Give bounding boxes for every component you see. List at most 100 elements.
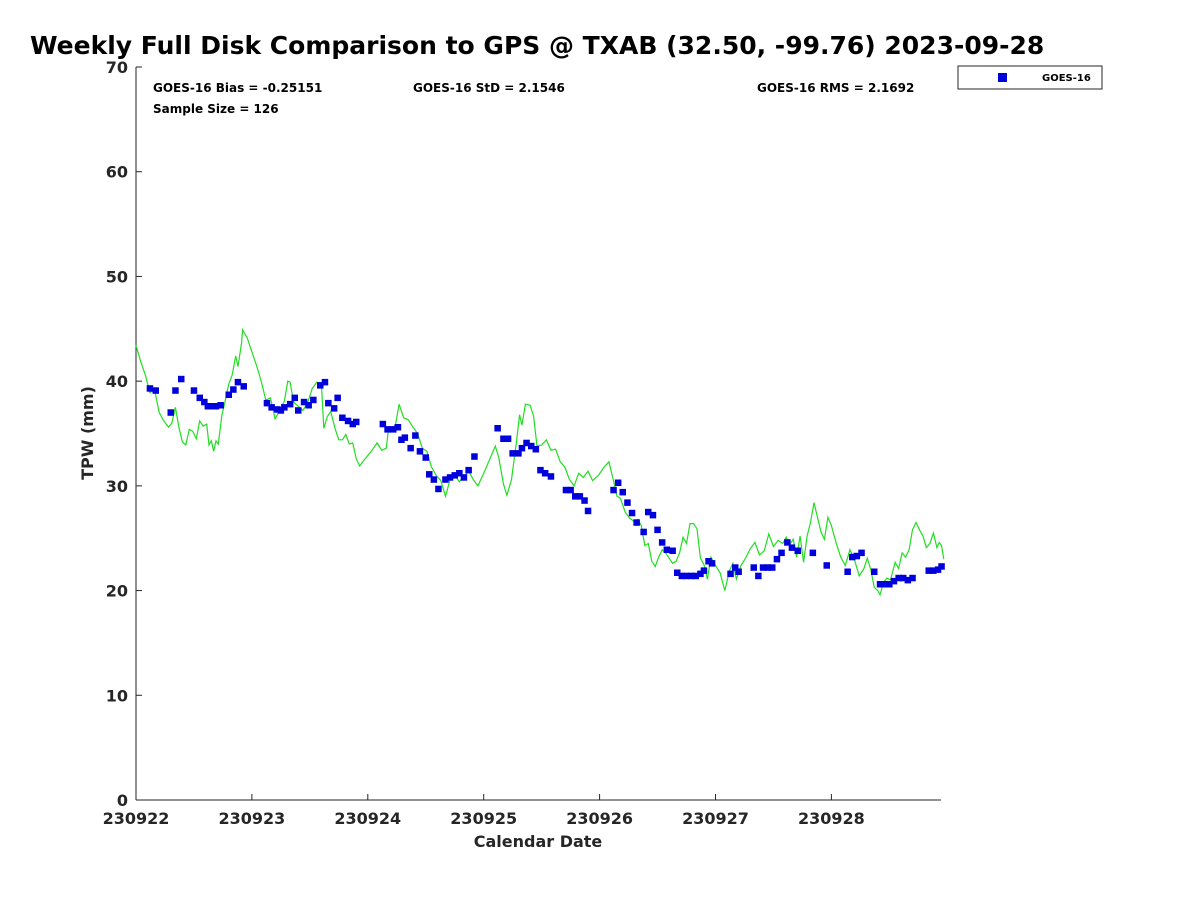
goes16-point xyxy=(727,570,734,578)
goes16-point xyxy=(442,476,449,483)
goes16-point xyxy=(640,528,647,536)
goes16-point xyxy=(581,497,588,504)
std-stat: GOES-16 StD = 2.1546 xyxy=(413,81,565,95)
goes16-point xyxy=(471,453,478,460)
goes16-point xyxy=(925,567,932,574)
goes16-point xyxy=(769,564,776,571)
goes16-point xyxy=(663,546,671,553)
goes16-point xyxy=(649,511,657,519)
gps-line xyxy=(135,327,945,597)
goes16-point xyxy=(697,570,704,578)
goes16-point xyxy=(209,403,216,410)
chart-title: Weekly Full Disk Comparison to GPS @ TXA… xyxy=(30,31,1044,60)
legend-box xyxy=(957,65,1103,90)
goes16-point xyxy=(286,400,294,408)
x-tick-label: 230925 xyxy=(450,809,517,828)
goes16-point xyxy=(435,485,442,493)
goes16-point xyxy=(172,387,179,394)
y-axis-label: TPW (mm) xyxy=(78,386,97,480)
goes16-point xyxy=(515,450,522,457)
goes16-point xyxy=(263,399,271,407)
y-tick-label: 70 xyxy=(106,58,128,77)
goes16-point xyxy=(500,435,507,442)
goes16-point xyxy=(700,567,708,574)
goes16-point xyxy=(295,407,302,414)
goes16-point xyxy=(904,576,912,584)
y-tick-label: 60 xyxy=(106,163,128,182)
goes16-point xyxy=(334,394,341,402)
goes16-point xyxy=(317,382,324,389)
goes16-point xyxy=(909,574,916,582)
goes16-point xyxy=(430,476,438,483)
goes16-point xyxy=(844,568,851,575)
goes16-point xyxy=(890,577,898,585)
goes16-point xyxy=(528,442,535,450)
goes16-point xyxy=(460,474,468,481)
goes16-point xyxy=(853,552,861,560)
goes16-point xyxy=(759,564,767,571)
goes16-point xyxy=(809,549,817,557)
goes16-point xyxy=(412,432,419,439)
goes16-series xyxy=(146,375,945,588)
goes16-point xyxy=(330,405,338,412)
goes16-point xyxy=(230,386,237,393)
goes16-point xyxy=(300,398,308,406)
goes16-point xyxy=(532,446,540,453)
rms-stat: GOES-16 RMS = 2.1692 xyxy=(757,81,914,95)
goes16-point xyxy=(353,418,360,426)
goes16-point xyxy=(572,493,579,500)
goes16-point xyxy=(750,564,757,571)
goes16-point xyxy=(764,564,771,571)
goes16-point xyxy=(930,567,937,574)
goes16-point xyxy=(537,466,544,474)
goes16-point xyxy=(212,403,220,410)
x-tick-label: 230926 xyxy=(566,809,633,828)
goes16-point xyxy=(678,572,686,580)
goes16-point xyxy=(167,409,174,416)
goes16-point xyxy=(876,581,884,588)
goes16-point xyxy=(614,479,622,486)
goes16-point xyxy=(794,547,801,554)
y-axis-ticks: 0 10 20 30 40 50 60 70 xyxy=(106,58,142,810)
goes16-point xyxy=(705,558,712,565)
goes16-point xyxy=(687,572,695,580)
goes16-point xyxy=(277,407,285,414)
goes16-point xyxy=(509,450,516,457)
goes16-point xyxy=(938,563,945,570)
goes16-point xyxy=(321,378,329,386)
goes16-point xyxy=(584,507,592,515)
goes16-point xyxy=(934,566,942,573)
goes16-point xyxy=(446,474,454,481)
goes16-point xyxy=(849,553,856,561)
goes16-point xyxy=(624,499,631,506)
goes16-point xyxy=(576,493,584,500)
goes16-point xyxy=(401,434,409,441)
goes16-point xyxy=(633,519,640,526)
y-tick-label: 40 xyxy=(106,372,128,391)
goes16-point xyxy=(398,436,405,443)
goes16-point xyxy=(619,488,626,496)
goes16-point xyxy=(900,574,907,582)
goes16-point xyxy=(456,470,463,477)
goes16-point xyxy=(788,544,796,551)
goes16-point xyxy=(390,426,397,433)
goes16-point xyxy=(407,444,414,452)
goes16-point xyxy=(196,394,203,402)
goes16-point xyxy=(349,420,356,428)
goes16-point xyxy=(674,569,681,576)
goes16-point xyxy=(755,572,762,580)
goes16-point xyxy=(823,562,830,569)
goes16-point xyxy=(394,424,402,431)
goes16-point xyxy=(494,425,501,432)
plot-area xyxy=(135,67,941,801)
gps-series xyxy=(135,327,945,597)
x-tick-label: 230923 xyxy=(219,809,286,828)
goes16-point xyxy=(692,572,699,580)
x-tick-label: 230928 xyxy=(798,809,865,828)
goes16-point xyxy=(384,426,391,433)
goes16-point xyxy=(274,406,281,413)
goes16-point xyxy=(628,509,636,517)
goes16-point xyxy=(504,435,512,442)
goes16-point xyxy=(562,486,570,494)
